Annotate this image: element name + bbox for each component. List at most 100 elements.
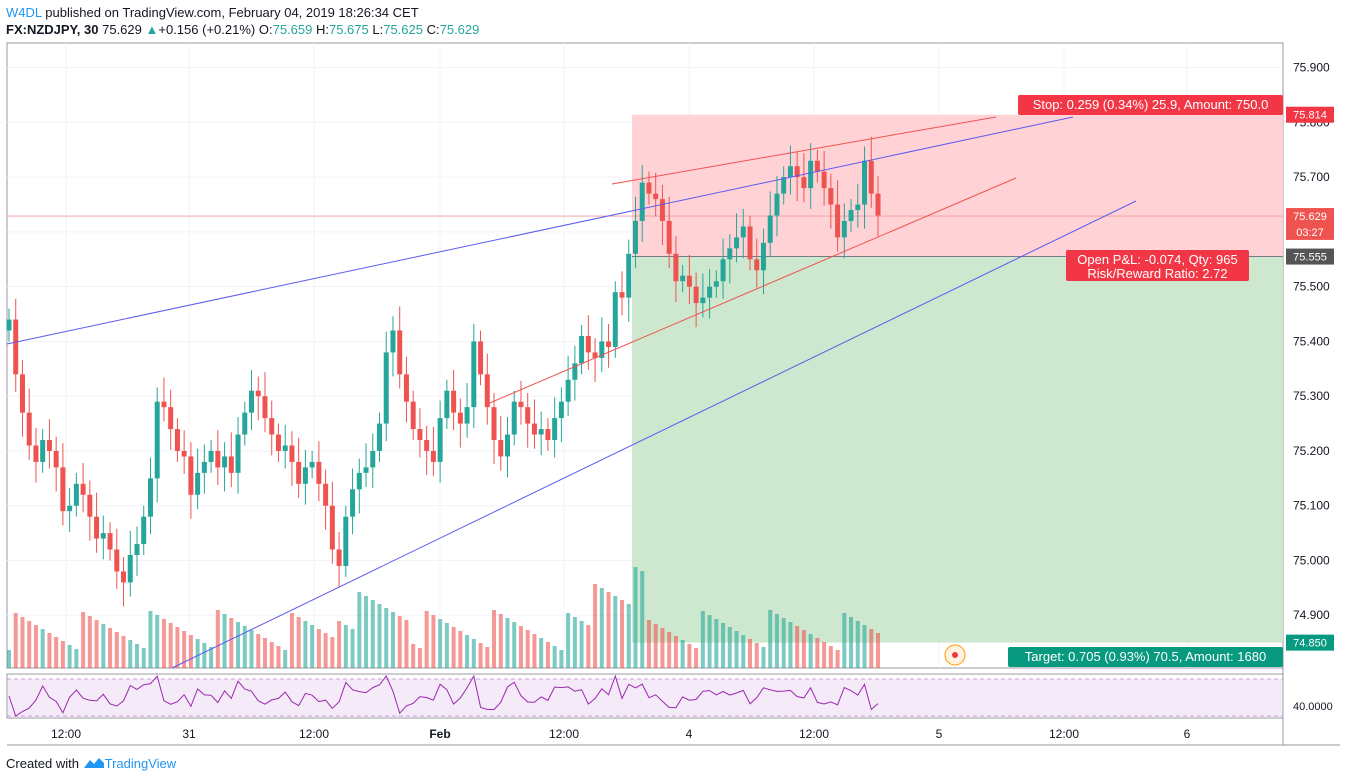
last-price: 75.629 bbox=[102, 22, 142, 37]
volume-bar bbox=[121, 636, 126, 668]
volume-bar bbox=[727, 627, 732, 668]
channel-upper-red bbox=[611, 116, 997, 185]
volume-bar bbox=[855, 621, 860, 668]
volume-bar bbox=[498, 614, 503, 668]
y-tick-label: 74.900 bbox=[1293, 608, 1330, 622]
volume-bar bbox=[87, 616, 92, 668]
candle-body bbox=[619, 292, 625, 298]
candle-body bbox=[302, 467, 308, 484]
candle-body bbox=[478, 341, 484, 375]
ticker-line: FX:NZDJPY, 30 75.629 ▲+0.156 (+0.21%) O:… bbox=[6, 22, 479, 37]
candle-body bbox=[249, 390, 255, 413]
candle-body bbox=[309, 461, 315, 468]
candle-body bbox=[639, 182, 645, 221]
volume-bar bbox=[640, 571, 645, 668]
volume-bar bbox=[202, 643, 207, 668]
volume-bar bbox=[646, 620, 651, 668]
candle-body bbox=[289, 445, 295, 462]
price-axis-badge bbox=[1286, 248, 1334, 265]
candle-body bbox=[100, 533, 106, 539]
candle-body bbox=[713, 281, 719, 287]
volume-bar bbox=[40, 629, 45, 668]
candle-body bbox=[383, 352, 389, 424]
volume-bar bbox=[869, 629, 874, 668]
volume-bar bbox=[808, 634, 813, 668]
candle-body bbox=[787, 166, 793, 178]
candle-body bbox=[356, 472, 362, 490]
rsi-axis-label: 40.0000 bbox=[1293, 701, 1333, 713]
volume-bar bbox=[350, 629, 355, 668]
volume-bar bbox=[680, 640, 685, 668]
volume-bar bbox=[714, 619, 719, 668]
candle-body bbox=[121, 571, 127, 583]
volume-bar bbox=[296, 617, 301, 668]
candle-body bbox=[424, 440, 430, 451]
volume-bar bbox=[13, 613, 18, 668]
candle-body bbox=[390, 330, 396, 353]
candle-body bbox=[410, 401, 416, 430]
volume-bar bbox=[599, 588, 604, 668]
volume-bar bbox=[707, 615, 712, 668]
candle-body bbox=[40, 440, 46, 462]
volume-bar bbox=[384, 608, 389, 668]
trendline-upper-blue bbox=[6, 116, 1074, 345]
author-name[interactable]: W4DL bbox=[6, 5, 42, 20]
x-tick-label: 12:00 bbox=[549, 727, 579, 741]
volume-bar bbox=[330, 637, 335, 668]
volume-bar bbox=[168, 623, 173, 668]
candle-body bbox=[26, 412, 32, 446]
candle-body bbox=[282, 445, 288, 451]
volume-bar bbox=[687, 644, 692, 668]
candle-body bbox=[868, 160, 874, 194]
volume-bar bbox=[370, 600, 375, 668]
candle-body bbox=[350, 489, 356, 517]
x-tick-label: 31 bbox=[182, 727, 196, 741]
candle-body bbox=[794, 166, 800, 178]
candle-body bbox=[693, 286, 699, 304]
candle-body bbox=[747, 226, 753, 260]
volume-bar bbox=[236, 622, 241, 668]
volume-bar bbox=[700, 611, 705, 668]
candle-body bbox=[686, 275, 692, 287]
candle-body bbox=[740, 226, 746, 238]
volume-bar bbox=[822, 642, 827, 668]
publish-header: W4DL published on TradingView.com, Febru… bbox=[6, 5, 419, 20]
candle-body bbox=[329, 505, 335, 550]
candle-body bbox=[498, 440, 504, 457]
published-text: published on TradingView.com, February 0… bbox=[45, 5, 419, 20]
volume-bar bbox=[114, 632, 119, 668]
candle-body bbox=[491, 407, 497, 441]
tradingview-logo-icon[interactable] bbox=[83, 756, 105, 773]
candle-body bbox=[262, 396, 268, 419]
candle-body bbox=[484, 374, 490, 408]
volume-bar bbox=[188, 635, 193, 668]
candle-body bbox=[659, 199, 665, 221]
volume-bar bbox=[505, 618, 510, 668]
volume-bar bbox=[795, 626, 800, 668]
candle-body bbox=[585, 335, 591, 353]
tradingview-brand[interactable]: TradingView bbox=[104, 756, 177, 771]
volume-bar bbox=[471, 639, 476, 668]
volume-bar bbox=[532, 634, 537, 668]
volume-bar bbox=[485, 647, 490, 668]
target-zone bbox=[632, 256, 1283, 643]
candle-body bbox=[565, 379, 571, 402]
price-axis-badge-text: 75.814 bbox=[1293, 110, 1327, 122]
volume-bar bbox=[67, 645, 72, 668]
volume-bar bbox=[512, 622, 517, 668]
candle-body bbox=[841, 220, 847, 238]
volume-bar bbox=[586, 625, 591, 668]
candle-body bbox=[558, 401, 564, 419]
x-tick-label: Feb bbox=[429, 727, 450, 741]
stop-label-box bbox=[1018, 95, 1283, 115]
volume-bar bbox=[694, 648, 699, 668]
open-value: 75.659 bbox=[272, 22, 313, 37]
volume-bar bbox=[862, 625, 867, 668]
volume-bar bbox=[774, 614, 779, 668]
candle-body bbox=[336, 549, 342, 566]
volume-bar bbox=[424, 611, 429, 668]
price-axis-badge-text: 75.555 bbox=[1293, 252, 1327, 264]
volume-bar bbox=[633, 567, 638, 668]
candle-body bbox=[875, 193, 881, 216]
